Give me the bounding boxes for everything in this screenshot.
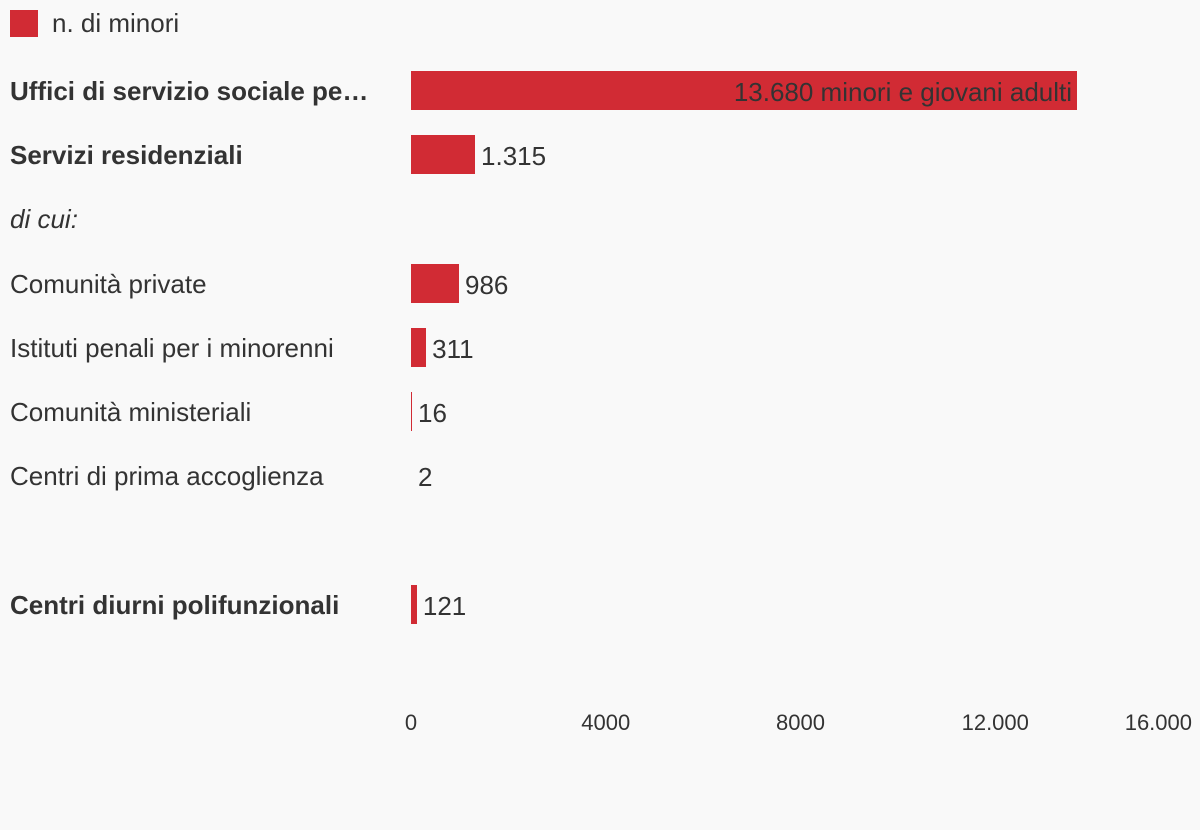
x-tick-label: 12.000 [961, 710, 1029, 735]
category-label: di cui: [10, 204, 78, 234]
value-label: 986 [465, 270, 509, 300]
value-label: 1.315 [481, 141, 547, 171]
bar [411, 264, 459, 303]
value-label: 13.680 minori e giovani adulti [733, 77, 1073, 107]
value-label: 121 [422, 591, 467, 621]
category-label: Servizi residenziali [10, 140, 243, 170]
legend-swatch [10, 9, 38, 37]
category-label: Centri di prima accoglienza [10, 461, 324, 491]
category-label: Istituti penali per i minorenni [10, 333, 334, 363]
value-label: 16 [418, 398, 447, 428]
bar [411, 71, 1078, 110]
category-label: Comunità private [10, 269, 207, 299]
category-label: Comunità ministeriali [10, 397, 252, 427]
x-tick-label: 4000 [581, 710, 631, 735]
value-label: 2 [418, 462, 433, 492]
value-label: 311 [432, 334, 474, 364]
category-label: Centri diurni polifunzionali [10, 590, 340, 620]
x-tick-label: 16.000 [1124, 710, 1192, 735]
chart-legend: n. di minori [10, 7, 180, 42]
bar [411, 456, 412, 495]
x-tick-label: 0 [404, 710, 418, 735]
bar [411, 585, 417, 624]
category-label: Uffici di servizio sociale pe… [10, 76, 369, 106]
x-tick-label: 8000 [776, 710, 825, 735]
bar [411, 392, 412, 431]
legend-label: n. di minori [52, 7, 180, 38]
bar [411, 328, 427, 367]
bar [411, 135, 476, 174]
